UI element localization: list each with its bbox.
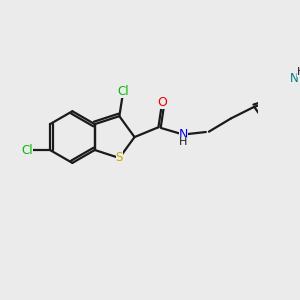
Text: O: O bbox=[157, 97, 167, 110]
Text: Cl: Cl bbox=[117, 85, 129, 98]
Text: S: S bbox=[116, 152, 123, 164]
Text: N: N bbox=[290, 71, 298, 85]
Text: Cl: Cl bbox=[21, 143, 32, 157]
Text: H: H bbox=[178, 137, 187, 147]
Text: H: H bbox=[297, 67, 300, 76]
Text: N: N bbox=[178, 128, 188, 141]
